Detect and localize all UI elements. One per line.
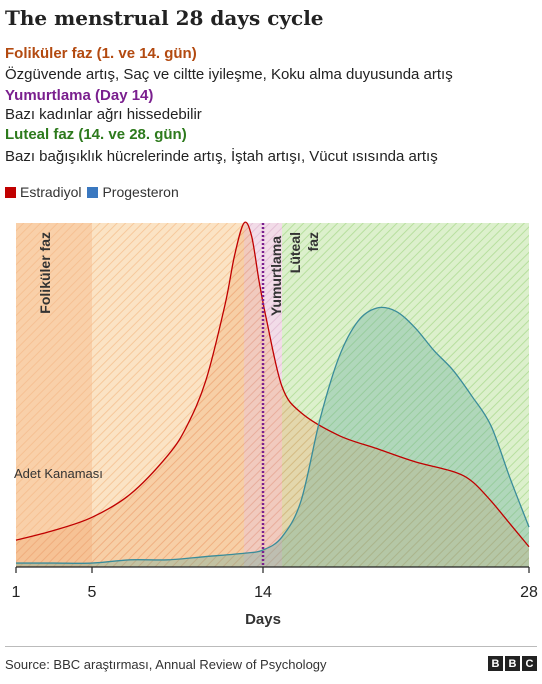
logo-letter-b1: B: [488, 656, 503, 671]
progesterone-area: [16, 307, 529, 567]
luteal-heading: Luteal faz (14. ve 28. gün): [5, 126, 187, 143]
estradiol-line: [15, 221, 530, 548]
legend-item-progesterone: Progesteron: [87, 184, 179, 200]
ovulation-heading: Yumurtlama (Day 14): [5, 87, 154, 104]
x-axis-label: Days: [245, 611, 281, 628]
chart-title: The menstrual 28 days cycle: [5, 6, 324, 30]
legend-swatch-estradiol: [5, 186, 16, 198]
logo-letter-b2: B: [505, 656, 520, 671]
x-tick-label-5: 5: [88, 584, 97, 601]
band-label-luteal-2: faz: [305, 232, 321, 251]
legend-label-progesterone: Progesteron: [102, 184, 179, 200]
estradiol-area-hatch: [16, 222, 529, 568]
annotation-menstruation: Adet Kanaması: [14, 466, 103, 481]
x-tick-label-28: 28: [520, 584, 538, 601]
cycle-chart: Foliküler faz Yumurtlama Lüteal faz Adet Kan…: [12, 221, 538, 628]
chart-legend: Estradiyol Progesteron: [5, 184, 185, 200]
source-note: Source: BBC araştırması, Annual Review o…: [5, 657, 327, 672]
legend-item-estradiol: Estradiyol: [5, 184, 81, 200]
x-tick-label-1: 1: [12, 584, 21, 601]
legend-swatch-progesterone: [87, 186, 99, 198]
footer-divider: [5, 646, 537, 647]
bbc-logo: B B C: [488, 656, 537, 671]
ovulation-description: Bazı kadınlar ağrı hissedebilir: [5, 106, 202, 123]
follicular-heading: Foliküler faz (1. ve 14. gün): [5, 45, 197, 62]
x-tick-label-14: 14: [254, 584, 272, 601]
band-label-luteal-1: Lüteal: [287, 232, 303, 273]
progesterone-line: [16, 306, 530, 564]
band-label-follicular: Foliküler faz: [37, 232, 53, 314]
logo-letter-c: C: [522, 656, 537, 671]
legend-label-estradiol: Estradiyol: [20, 184, 82, 200]
follicular-description: Özgüvende artış, Saç ve ciltte iyileşme,…: [5, 66, 453, 83]
luteal-description: Bazı bağışıklık hücrelerinde artış, İşta…: [5, 148, 438, 165]
band-label-ovulation: Yumurtlama: [268, 236, 284, 316]
menstruation-band: [16, 223, 92, 567]
